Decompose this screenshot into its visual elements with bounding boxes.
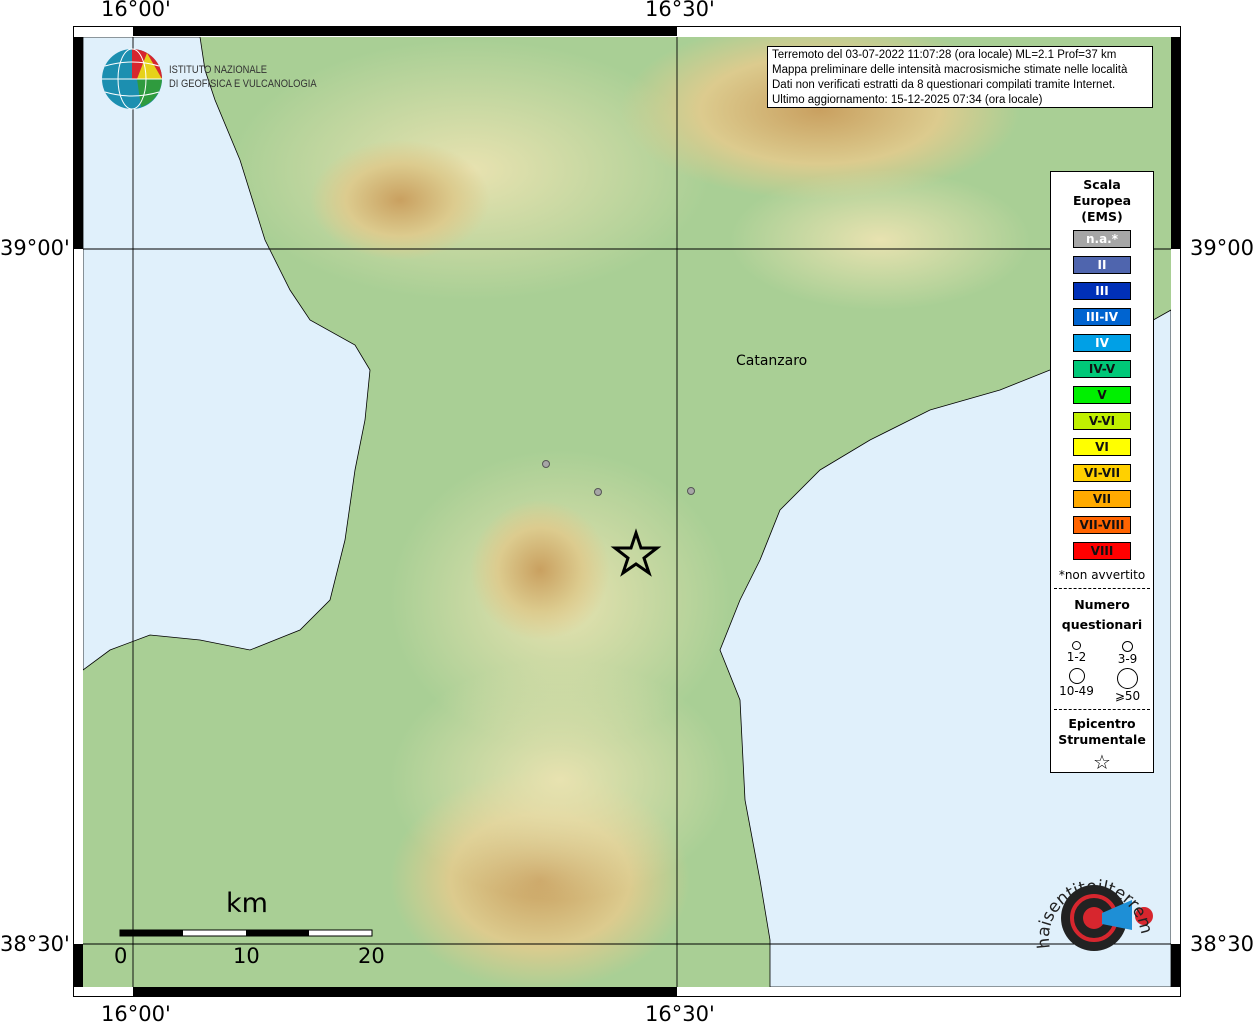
legend-title: Europea [1072, 193, 1132, 208]
observation-marker[interactable] [594, 488, 602, 496]
info-line: Terremoto del 03-07-2022 11:07:28 (ora l… [772, 49, 1117, 61]
scalebar [119, 929, 373, 937]
scalebar-label: 0 [114, 944, 128, 968]
intensity-swatch: III [1073, 282, 1131, 300]
intensity-swatch: IV [1073, 334, 1131, 352]
hsit-logo[interactable]: haisentitoilterremoto.it [1027, 843, 1157, 977]
frame-band-bottom [133, 987, 677, 996]
legend-note: *non avvertito [1058, 568, 1146, 582]
observation-marker[interactable] [687, 487, 695, 495]
frame-band-right [1171, 37, 1180, 249]
globe-icon [102, 48, 162, 110]
divider [1054, 588, 1150, 589]
frame-band-right2 [1171, 944, 1180, 987]
scalebar-label: 10 [233, 944, 260, 968]
intensity-swatch: VIII [1073, 542, 1131, 560]
divider [1054, 709, 1150, 710]
legend-title: (EMS) [1081, 209, 1123, 224]
count-label: 10-49 [1059, 684, 1094, 698]
scalebar-label: 20 [358, 944, 385, 968]
size-1-2: 1-2 [1051, 641, 1102, 666]
info-line: Dati non verificati estratti da 8 questi… [772, 79, 1116, 91]
circle-icon [1122, 641, 1133, 652]
relief [310, 140, 490, 260]
frame-band-top [133, 27, 677, 36]
intensity-swatch: V [1073, 386, 1131, 404]
intensity-swatch: VII-VIII [1073, 516, 1131, 534]
intensity-swatch: n.a.* [1073, 230, 1131, 248]
intensity-swatch: II [1073, 256, 1131, 274]
size-50: ⩾50 [1102, 668, 1153, 703]
frame-band-left2 [74, 944, 83, 987]
ingv-line: DI GEOFISICA E VULCANOLOGIA [169, 78, 317, 90]
event-info-box: Terremoto del 03-07-2022 11:07:28 (ora l… [767, 46, 1153, 108]
intensity-swatch: IV-V [1073, 360, 1131, 378]
epicenter-title: Strumentale [1058, 732, 1146, 747]
intensity-swatch: VI [1073, 438, 1131, 456]
scalebar-unit: km [226, 888, 268, 919]
circle-icon [1072, 641, 1081, 650]
count-title: questionari [1061, 617, 1143, 632]
place-label-catanzaro: Catanzaro [736, 353, 808, 369]
count-title: Numero [1074, 597, 1130, 612]
lon-label-top: 16°30' [645, 0, 715, 21]
lon-label-top: 16°00' [101, 0, 171, 21]
observation-marker[interactable] [542, 460, 550, 468]
map[interactable] [83, 37, 1171, 987]
legend: Scala Europea (EMS) n.a.* II III III-IV IV IV… [1050, 171, 1154, 774]
relief [470, 500, 610, 640]
lat-label-right: 38°30' [1190, 932, 1254, 956]
info-line: Ultimo aggiornamento: 15-12-2025 07:34 (… [772, 94, 1043, 106]
intensity-swatch: III-IV [1073, 308, 1131, 326]
lon-label-bottom: 16°00' [101, 1002, 171, 1026]
lat-label-left: 38°30' [0, 932, 70, 956]
count-label: 3-9 [1117, 652, 1138, 666]
legend-title: Scala [1083, 177, 1121, 192]
ingv-logo-text: ISTITUTO NAZIONALE DI GEOFISICA E VULCAN… [169, 63, 317, 91]
epicenter-star-icon[interactable] [610, 528, 662, 577]
graticule [83, 37, 1171, 987]
lat-label-right: 39°00' [1190, 236, 1254, 260]
intensity-swatch: VII [1073, 490, 1131, 508]
ingv-line: ISTITUTO NAZIONALE [169, 64, 268, 76]
lat-label-left: 39°00' [0, 236, 70, 260]
info-line: Mappa preliminare delle intensità macros… [772, 64, 1128, 76]
lon-label-bottom: 16°30' [645, 1002, 715, 1026]
ingv-logo: ISTITUTO NAZIONALE DI GEOFISICA E VULCAN… [101, 48, 317, 114]
circle-icon [1117, 668, 1138, 689]
intensity-swatch: VI-VII [1073, 464, 1131, 482]
frame-band-left [74, 37, 83, 249]
circle-icon [1068, 668, 1085, 684]
star-icon: ☆ [1093, 750, 1111, 774]
size-10-49: 10-49 [1051, 668, 1102, 703]
tyrrhenian-sea [83, 37, 371, 671]
intensity-swatch: V-VI [1073, 412, 1131, 430]
count-label: 1-2 [1066, 650, 1087, 664]
relief [730, 170, 1030, 310]
epicenter-title: Epicentro [1068, 716, 1136, 731]
relief [390, 660, 730, 900]
count-label: ⩾50 [1114, 689, 1141, 703]
size-3-9: 3-9 [1102, 641, 1153, 666]
